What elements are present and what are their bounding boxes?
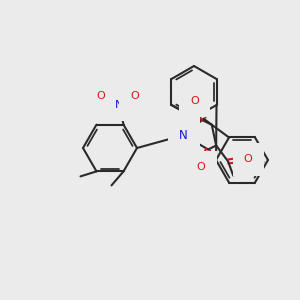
Text: N: N: [115, 100, 124, 110]
Text: O: O: [130, 91, 139, 100]
Text: O: O: [197, 163, 206, 172]
Text: O: O: [190, 96, 199, 106]
Text: O: O: [244, 154, 253, 164]
Text: +: +: [121, 95, 128, 104]
Text: O: O: [96, 91, 105, 100]
Text: N: N: [179, 129, 188, 142]
